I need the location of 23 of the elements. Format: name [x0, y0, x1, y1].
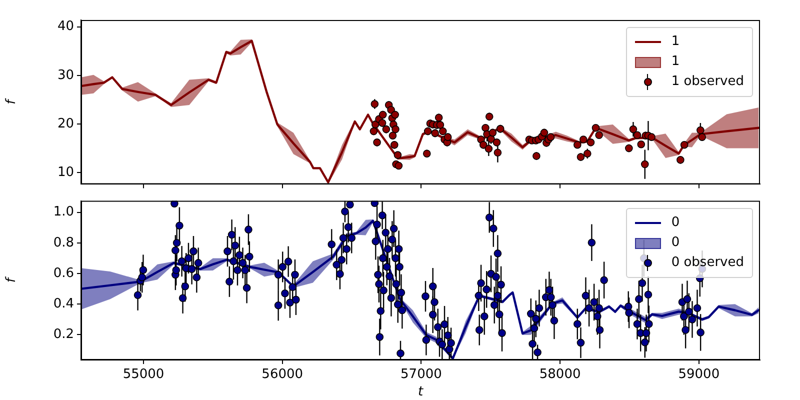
legend-label: 1 observed	[671, 73, 744, 91]
text: 1	[671, 54, 680, 69]
x-tick-label: 59000	[678, 367, 720, 382]
legend-label: 0 observed	[671, 254, 744, 272]
y-axis-title: f	[4, 276, 20, 283]
legend-label: 0	[671, 214, 680, 232]
y-tick-label: 10	[57, 164, 74, 180]
x-tick-label: 57000	[400, 367, 442, 382]
x-tick-label: 55000	[122, 367, 164, 382]
x-axis-title: t	[418, 384, 424, 400]
y-tick-label: 0.4	[53, 296, 74, 312]
y-tick-label: 0.2	[53, 327, 74, 342]
legend-label: 1	[671, 33, 680, 51]
y-tick-label: 1.0	[53, 204, 74, 220]
y-tick-label: 20	[57, 116, 74, 132]
x-tick-label: 56000	[262, 367, 304, 382]
x-tick-label: 58000	[539, 367, 581, 382]
y-tick-label: 0.6	[53, 266, 74, 281]
y-tick-label: 0.8	[53, 235, 74, 250]
y-axis-title: f	[4, 97, 20, 104]
y-tick-label: 40	[57, 19, 74, 34]
text: 0	[671, 234, 680, 250]
y-tick-label: 30	[57, 68, 74, 83]
